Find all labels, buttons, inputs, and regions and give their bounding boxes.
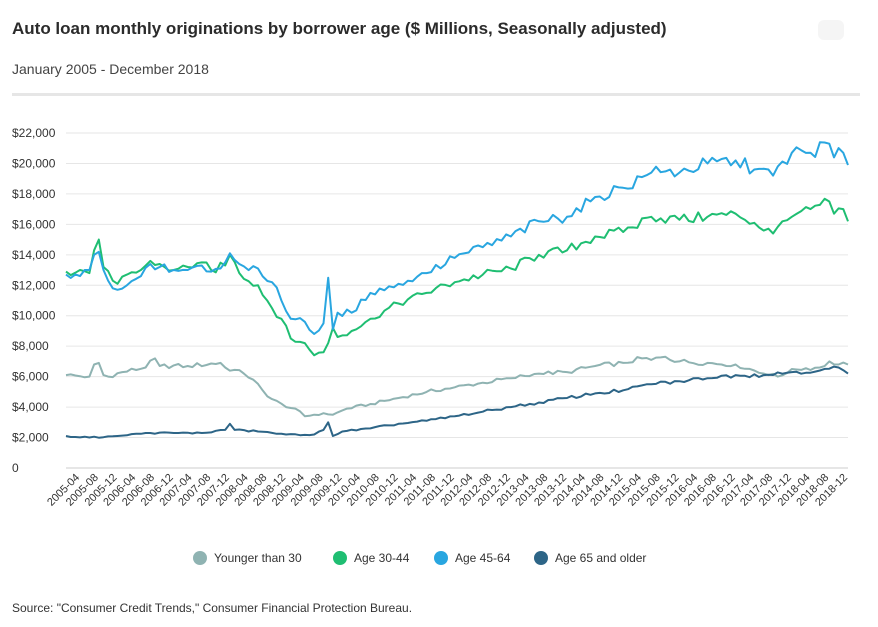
y-tick-label: $16,000 (12, 217, 56, 231)
legend-marker (534, 551, 548, 565)
legend-marker (333, 551, 347, 565)
y-tick-label: 0 (12, 461, 19, 475)
line-chart: 0 $2,000 $4,000 $6,000 $8,000 $10,000 $12,000 $… (12, 126, 850, 565)
y-axis: 0 $2,000 $4,000 $6,000 $8,000 $10,000 $12,000 $… (12, 126, 56, 475)
series-line-3 (65, 141, 849, 335)
y-tick-label: $4,000 (12, 400, 49, 414)
legend: Younger than 30 Age 30-44 Age 45-64 Age 65 … (193, 551, 646, 565)
series-lines (65, 141, 849, 439)
y-tick-label: $6,000 (12, 370, 49, 384)
legend-marker (434, 551, 448, 565)
chart-title: Auto loan monthly originations by borrow… (12, 19, 667, 38)
series-line-4 (65, 365, 849, 439)
y-tick-label: $22,000 (12, 126, 56, 140)
source-note: Source: "Consumer Credit Trends," Consum… (12, 601, 413, 615)
y-tick-label: $10,000 (12, 309, 56, 323)
brand-logo-icon (818, 20, 844, 40)
legend-label: Age 30-44 (354, 551, 410, 565)
chart-subtitle: January 2005 - December 2018 (12, 61, 209, 77)
legend-marker (193, 551, 207, 565)
y-tick-label: $14,000 (12, 248, 56, 262)
legend-label: Age 45-64 (455, 551, 511, 565)
y-tick-label: $2,000 (12, 431, 49, 445)
legend-label: Younger than 30 (214, 551, 302, 565)
series-line-2 (65, 197, 849, 357)
y-tick-label: $12,000 (12, 278, 56, 292)
y-tick-label: $18,000 (12, 187, 56, 201)
y-tick-label: $8,000 (12, 339, 49, 353)
series-line-1 (65, 355, 849, 418)
x-axis: 2005-042005-082005-122006-042006-082006-… (45, 472, 850, 509)
y-tick-label: $20,000 (12, 156, 56, 170)
legend-label: Age 65 and older (555, 551, 646, 565)
grid-lines (66, 132, 848, 469)
header-divider (12, 93, 860, 96)
